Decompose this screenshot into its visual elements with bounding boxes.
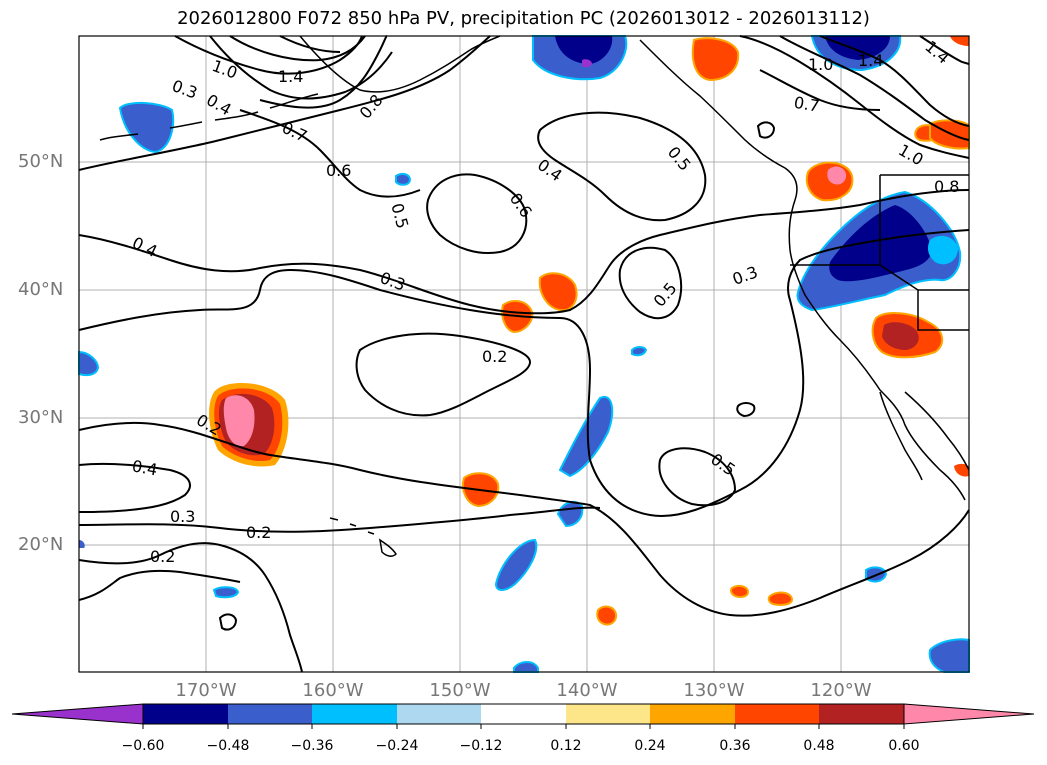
precip-pos-blob	[767, 591, 794, 606]
gulf-of-california	[904, 391, 970, 471]
latitude-label: 20°N	[18, 534, 64, 555]
colorbar-segment	[397, 704, 481, 724]
contour-label: 0.4	[534, 155, 566, 185]
longitude-label: 120°W	[810, 680, 872, 701]
contour-label: 0.4	[131, 456, 159, 479]
colorbar-frame	[142, 703, 905, 725]
colorbar-tick-label: −0.48	[206, 738, 250, 754]
longitude-label: 150°W	[429, 680, 491, 701]
colorbar-tick-label: 0.12	[550, 738, 582, 754]
contour-label: 0.2	[246, 523, 271, 542]
colorbar-segment	[735, 704, 819, 724]
precip-neg-blob	[558, 395, 614, 478]
state-borders	[790, 174, 969, 331]
pv-contours	[78, 35, 970, 673]
contour-label: 0.6	[506, 189, 536, 221]
colorbar	[11, 703, 1035, 729]
colorbar-arrow-left	[11, 703, 144, 725]
precip-neg-blob	[928, 638, 970, 673]
colorbar-segment	[312, 704, 397, 724]
contour-label: 0.3	[730, 262, 760, 289]
contour-label: 0.5	[664, 143, 695, 175]
colorbar-segment	[143, 704, 228, 724]
precip-neg-blob	[395, 172, 412, 186]
contour-label: 0.7	[279, 118, 310, 146]
contour-label: 1.0	[808, 55, 833, 74]
contour-label: 0.5	[650, 279, 681, 311]
precip-pos-blob	[223, 395, 255, 447]
precip-neg-blob	[927, 235, 958, 265]
contour-label: 0.4	[129, 233, 160, 261]
precip-neg-blob	[513, 661, 539, 673]
colorbar-tick-label: −0.36	[290, 738, 334, 754]
colorbar-tick-label: 0.24	[634, 738, 666, 754]
hawaiian-islands	[329, 517, 397, 557]
colorbar-tick-label: −0.12	[459, 738, 503, 754]
precip-pos-blob	[596, 605, 618, 626]
colorbar-segment	[566, 704, 650, 724]
precip-neg-blob	[556, 500, 584, 528]
contour-label: 0.4	[203, 90, 235, 119]
precip-shading	[78, 35, 970, 673]
map-frame	[78, 35, 970, 673]
contour-label: 1.0	[895, 140, 927, 169]
precip-neg-blob	[825, 36, 890, 60]
colorbar-segment	[228, 704, 312, 724]
colorbar-segment	[481, 704, 566, 724]
precip-neg-blob	[494, 538, 538, 591]
colorbar-segment	[650, 704, 735, 724]
colorbar-tick-label: −0.60	[121, 738, 165, 754]
alaska-coast	[299, 35, 501, 93]
contour-label: 0.6	[326, 161, 351, 180]
contour-label: 1.0	[210, 56, 240, 83]
precip-pos-blob	[950, 36, 969, 46]
colorbar-tick-label: 0.60	[888, 738, 920, 754]
precip-pos-blob	[730, 584, 750, 598]
precip-neg-blob	[631, 346, 648, 357]
contour-label: 0.8	[356, 91, 387, 123]
contour-label: 0.5	[387, 201, 412, 231]
precip-pos-blob	[827, 166, 847, 185]
contour-label: 0.3	[170, 76, 200, 103]
colorbar-arrow-right	[903, 703, 1035, 725]
latitude-label: 50°N	[18, 151, 64, 172]
contour-label: 0.3	[170, 507, 195, 526]
aleutian-islands	[99, 93, 319, 141]
longitude-label: 140°W	[556, 680, 618, 701]
contour-label: 0.2	[482, 347, 507, 366]
precip-pos-blob	[805, 161, 854, 202]
longitude-label: 170°W	[175, 680, 237, 701]
coastlines	[99, 35, 970, 557]
contour-label: 1.4	[921, 37, 953, 68]
longitude-label: 130°W	[683, 680, 745, 701]
latitude-label: 40°N	[18, 279, 64, 300]
precip-neg-blob	[79, 540, 85, 548]
contour-label: 0.2	[150, 547, 175, 566]
longitude-label: 160°W	[302, 680, 364, 701]
precip-neg-blob	[212, 586, 240, 599]
precip-neg-blob	[582, 59, 592, 68]
precip-neg-blob	[118, 102, 175, 154]
map-title: 2026012800 F072 850 hPa PV, precipitatio…	[177, 8, 870, 29]
baja-peninsula	[879, 391, 923, 481]
precip-pos-blob	[882, 322, 919, 350]
precip-neg-blob	[78, 350, 100, 377]
contour-label: 1.4	[858, 51, 883, 70]
precip-neg-blob	[555, 36, 613, 64]
contour-label: 1.4	[278, 67, 303, 86]
precip-pos-blob	[691, 37, 740, 82]
precip-pos-blob	[538, 272, 578, 312]
colorbar-segment	[819, 704, 904, 724]
precip-pos-blob	[954, 463, 969, 477]
colorbar-tick-label: 0.36	[719, 738, 751, 754]
latitude-label: 30°N	[18, 407, 64, 428]
contour-label: 0.8	[934, 177, 959, 196]
contour-label: 0.7	[792, 93, 820, 116]
north-america-coast	[639, 39, 966, 501]
colorbar-tick-label: 0.48	[803, 738, 835, 754]
colorbar-tick-label: −0.24	[375, 738, 419, 754]
contour-label: 0.5	[707, 449, 739, 479]
